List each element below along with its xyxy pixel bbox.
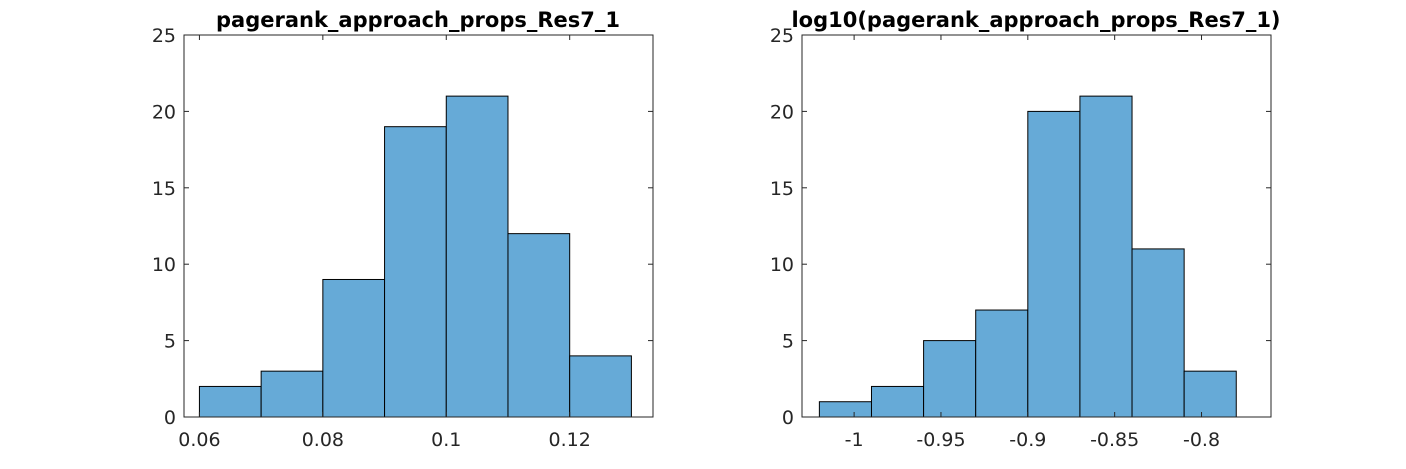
x-tick-label: -0.9 <box>1009 429 1046 451</box>
histogram-bar <box>1079 95 1133 418</box>
x-tick-label: -0.8 <box>1183 429 1220 451</box>
x-tick-label: 0.1 <box>431 429 461 451</box>
histogram-bar <box>569 355 632 418</box>
histogram-bar <box>445 95 509 418</box>
histogram-bar <box>1131 248 1185 418</box>
histogram-log10: log10(pagerank_approach_props_Res7_1) 0 5… <box>770 8 1281 451</box>
histogram-bar <box>322 278 386 418</box>
histogram-bar <box>198 385 262 418</box>
chart-title: pagerank_approach_props_Res7_1 <box>216 8 620 32</box>
x-tick-label: -0.85 <box>1090 429 1139 451</box>
histogram-bar <box>507 233 571 418</box>
histogram-bar <box>870 385 925 418</box>
y-tick-label: 15 <box>152 178 176 200</box>
histogram-bar <box>1183 370 1237 418</box>
histogram-bar <box>923 340 977 418</box>
chart-title: log10(pagerank_approach_props_Res7_1) <box>791 8 1280 32</box>
histogram-bar <box>260 370 324 418</box>
histogram-bar <box>975 309 1029 418</box>
y-tick-label: 25 <box>770 25 794 47</box>
x-tick-label: 0.06 <box>178 429 220 451</box>
y-tick-label: 20 <box>770 101 794 123</box>
x-tick-label: 0.12 <box>549 429 591 451</box>
y-tick-label: 10 <box>152 254 176 276</box>
y-tick-label: 5 <box>782 331 794 353</box>
x-tick-label: -0.95 <box>916 429 965 451</box>
histogram-bar <box>818 401 872 418</box>
y-tick-label: 0 <box>164 407 176 429</box>
y-tick-label: 0 <box>782 407 794 429</box>
y-tick-label: 10 <box>770 254 794 276</box>
histogram-bar <box>384 126 447 418</box>
y-tick-label: 20 <box>152 101 176 123</box>
y-tick-label: 25 <box>152 25 176 47</box>
x-tick-label: -1 <box>845 429 864 451</box>
x-tick-label: 0.08 <box>302 429 344 451</box>
histogram-bar <box>1027 110 1081 418</box>
histogram-linear: pagerank_approach_props_Res7_1 0 5 10 15 20 2… <box>152 8 654 451</box>
axes-frame <box>801 34 1272 418</box>
y-tick-label: 15 <box>770 178 794 200</box>
y-tick-label: 5 <box>164 331 176 353</box>
axes-frame <box>183 34 654 418</box>
